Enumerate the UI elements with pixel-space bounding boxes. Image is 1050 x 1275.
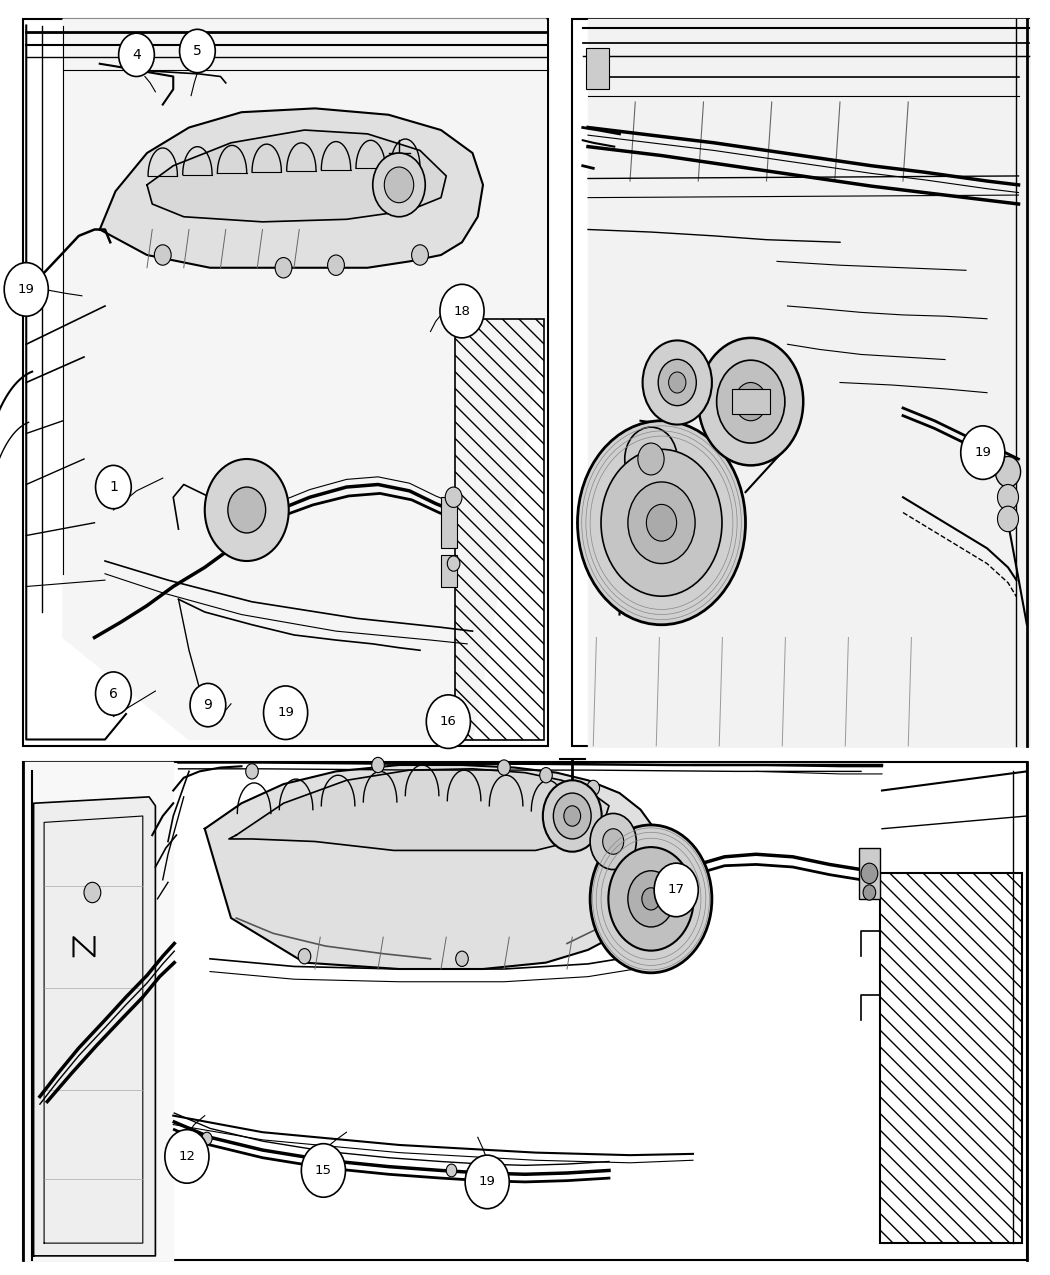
- Text: 18: 18: [454, 305, 470, 317]
- Circle shape: [625, 427, 677, 491]
- Circle shape: [587, 780, 600, 796]
- Text: 16: 16: [440, 715, 457, 728]
- Circle shape: [608, 847, 694, 951]
- Circle shape: [540, 768, 552, 783]
- Circle shape: [578, 421, 745, 625]
- Circle shape: [445, 487, 462, 507]
- Circle shape: [490, 1170, 501, 1183]
- Circle shape: [119, 33, 154, 76]
- Text: 19: 19: [18, 283, 35, 296]
- Circle shape: [603, 829, 624, 854]
- Circle shape: [553, 793, 591, 839]
- Bar: [732, 389, 770, 414]
- Circle shape: [669, 372, 686, 393]
- Text: 19: 19: [974, 446, 991, 459]
- Circle shape: [264, 686, 308, 740]
- Circle shape: [564, 806, 581, 826]
- Polygon shape: [23, 762, 173, 1260]
- Bar: [23, 762, 1027, 1260]
- Circle shape: [328, 255, 344, 275]
- Polygon shape: [63, 19, 546, 739]
- Bar: [23, 19, 548, 746]
- Circle shape: [412, 245, 428, 265]
- Circle shape: [205, 459, 289, 561]
- Circle shape: [590, 813, 636, 870]
- Text: 5: 5: [193, 45, 202, 57]
- Circle shape: [96, 465, 131, 509]
- Circle shape: [301, 1144, 345, 1197]
- Bar: [455, 319, 544, 740]
- Text: 1: 1: [109, 481, 118, 493]
- Polygon shape: [100, 108, 483, 268]
- Circle shape: [275, 258, 292, 278]
- Text: 6: 6: [109, 687, 118, 700]
- Circle shape: [228, 487, 266, 533]
- Circle shape: [202, 1132, 212, 1145]
- Polygon shape: [34, 797, 155, 1256]
- Polygon shape: [205, 765, 662, 969]
- Circle shape: [995, 456, 1021, 487]
- Circle shape: [298, 949, 311, 964]
- Circle shape: [543, 780, 602, 852]
- Circle shape: [498, 760, 510, 775]
- Circle shape: [426, 695, 470, 748]
- Circle shape: [642, 887, 660, 910]
- Circle shape: [735, 382, 766, 421]
- Circle shape: [456, 951, 468, 966]
- Circle shape: [165, 1130, 209, 1183]
- Circle shape: [601, 449, 722, 597]
- Bar: [441, 497, 457, 548]
- Polygon shape: [147, 130, 446, 222]
- Circle shape: [96, 672, 131, 715]
- Circle shape: [590, 825, 712, 973]
- Text: 9: 9: [204, 699, 212, 711]
- Circle shape: [628, 871, 674, 927]
- Text: 19: 19: [277, 706, 294, 719]
- Circle shape: [373, 153, 425, 217]
- Circle shape: [440, 284, 484, 338]
- Circle shape: [647, 505, 676, 541]
- Circle shape: [863, 885, 876, 900]
- Circle shape: [716, 360, 785, 442]
- Circle shape: [628, 482, 695, 564]
- Text: 4: 4: [132, 48, 141, 61]
- Bar: [586, 48, 609, 89]
- Circle shape: [446, 1164, 457, 1177]
- Circle shape: [372, 757, 384, 773]
- Circle shape: [154, 245, 171, 265]
- Circle shape: [4, 263, 48, 316]
- Bar: [441, 555, 457, 586]
- Circle shape: [861, 863, 878, 884]
- Text: 19: 19: [479, 1176, 496, 1188]
- Polygon shape: [588, 19, 1029, 746]
- Circle shape: [447, 556, 460, 571]
- Circle shape: [190, 683, 226, 727]
- Circle shape: [84, 882, 101, 903]
- Circle shape: [658, 360, 696, 405]
- Circle shape: [698, 338, 803, 465]
- Circle shape: [246, 764, 258, 779]
- Circle shape: [180, 29, 215, 73]
- Text: 12: 12: [178, 1150, 195, 1163]
- Bar: [572, 19, 1029, 746]
- Circle shape: [465, 1155, 509, 1209]
- Bar: [859, 848, 880, 899]
- Circle shape: [384, 167, 414, 203]
- Circle shape: [638, 444, 664, 476]
- Circle shape: [961, 426, 1005, 479]
- Bar: [880, 873, 1022, 1243]
- Circle shape: [654, 863, 698, 917]
- Circle shape: [329, 1151, 339, 1164]
- Text: 17: 17: [668, 884, 685, 896]
- Circle shape: [643, 340, 712, 425]
- Circle shape: [998, 506, 1018, 532]
- Circle shape: [998, 484, 1018, 510]
- Polygon shape: [229, 769, 609, 850]
- Text: 15: 15: [315, 1164, 332, 1177]
